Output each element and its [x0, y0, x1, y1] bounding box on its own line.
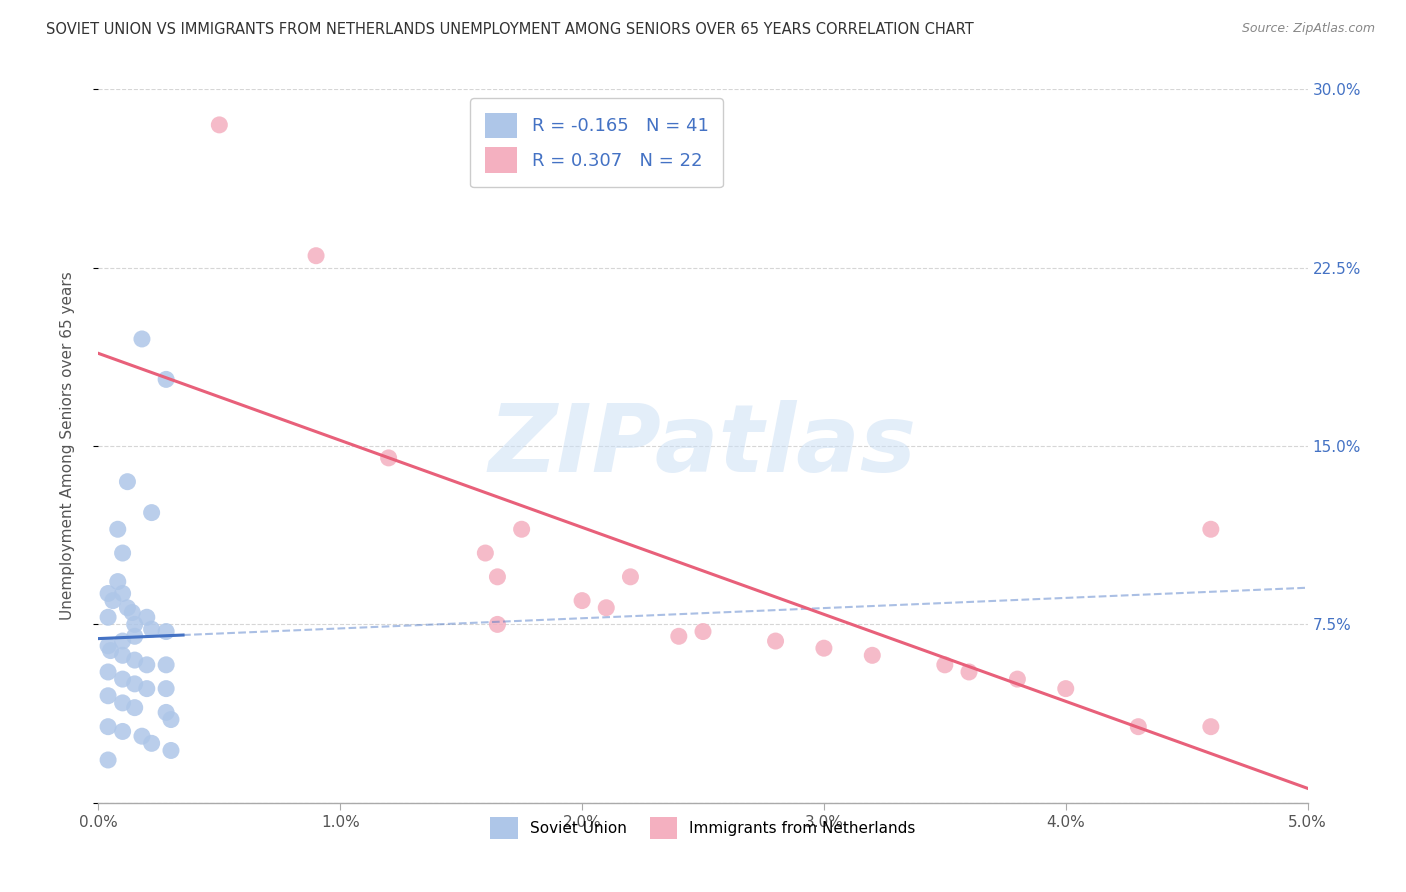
- Point: [97, 720, 120, 734]
- Point: [957, 665, 980, 679]
- Point: [111, 724, 134, 739]
- Point: [107, 522, 129, 536]
- Point: [486, 570, 509, 584]
- Point: [595, 600, 617, 615]
- Point: [124, 629, 146, 643]
- Point: [124, 700, 146, 714]
- Point: [1128, 720, 1150, 734]
- Y-axis label: Unemployment Among Seniors over 65 years: Unemployment Among Seniors over 65 years: [60, 272, 75, 620]
- Point: [934, 657, 956, 672]
- Point: [124, 653, 146, 667]
- Point: [97, 665, 120, 679]
- Point: [765, 634, 787, 648]
- Point: [141, 736, 163, 750]
- Point: [692, 624, 714, 639]
- Point: [131, 729, 153, 743]
- Point: [111, 672, 134, 686]
- Point: [101, 593, 124, 607]
- Point: [107, 574, 129, 589]
- Point: [860, 648, 883, 663]
- Point: [377, 450, 399, 465]
- Point: [111, 696, 134, 710]
- Point: [160, 713, 183, 727]
- Point: [131, 332, 153, 346]
- Point: [97, 639, 120, 653]
- Point: [97, 586, 120, 600]
- Point: [510, 522, 533, 536]
- Point: [135, 657, 157, 672]
- Text: Source: ZipAtlas.com: Source: ZipAtlas.com: [1241, 22, 1375, 36]
- Point: [100, 643, 122, 657]
- Point: [155, 681, 177, 696]
- Point: [668, 629, 690, 643]
- Point: [141, 506, 163, 520]
- Point: [117, 600, 139, 615]
- Text: SOVIET UNION VS IMMIGRANTS FROM NETHERLANDS UNEMPLOYMENT AMONG SENIORS OVER 65 Y: SOVIET UNION VS IMMIGRANTS FROM NETHERLA…: [46, 22, 974, 37]
- Point: [155, 624, 177, 639]
- Point: [135, 681, 157, 696]
- Point: [1054, 681, 1077, 696]
- Point: [117, 475, 139, 489]
- Point: [1199, 720, 1222, 734]
- Point: [121, 606, 143, 620]
- Point: [124, 677, 146, 691]
- Point: [305, 249, 328, 263]
- Point: [135, 610, 157, 624]
- Point: [97, 610, 120, 624]
- Point: [97, 753, 120, 767]
- Point: [813, 641, 835, 656]
- Point: [1007, 672, 1029, 686]
- Point: [571, 593, 593, 607]
- Point: [111, 546, 134, 560]
- Point: [111, 634, 134, 648]
- Point: [97, 689, 120, 703]
- Point: [208, 118, 231, 132]
- Text: ZIPatlas: ZIPatlas: [489, 400, 917, 492]
- Legend: Soviet Union, Immigrants from Netherlands: Soviet Union, Immigrants from Netherland…: [484, 811, 922, 845]
- Point: [124, 617, 146, 632]
- Point: [155, 657, 177, 672]
- Point: [619, 570, 641, 584]
- Point: [474, 546, 496, 560]
- Point: [160, 743, 183, 757]
- Point: [111, 648, 134, 663]
- Point: [486, 617, 509, 632]
- Point: [111, 586, 134, 600]
- Point: [155, 372, 177, 386]
- Point: [141, 622, 163, 636]
- Point: [1199, 522, 1222, 536]
- Point: [155, 706, 177, 720]
